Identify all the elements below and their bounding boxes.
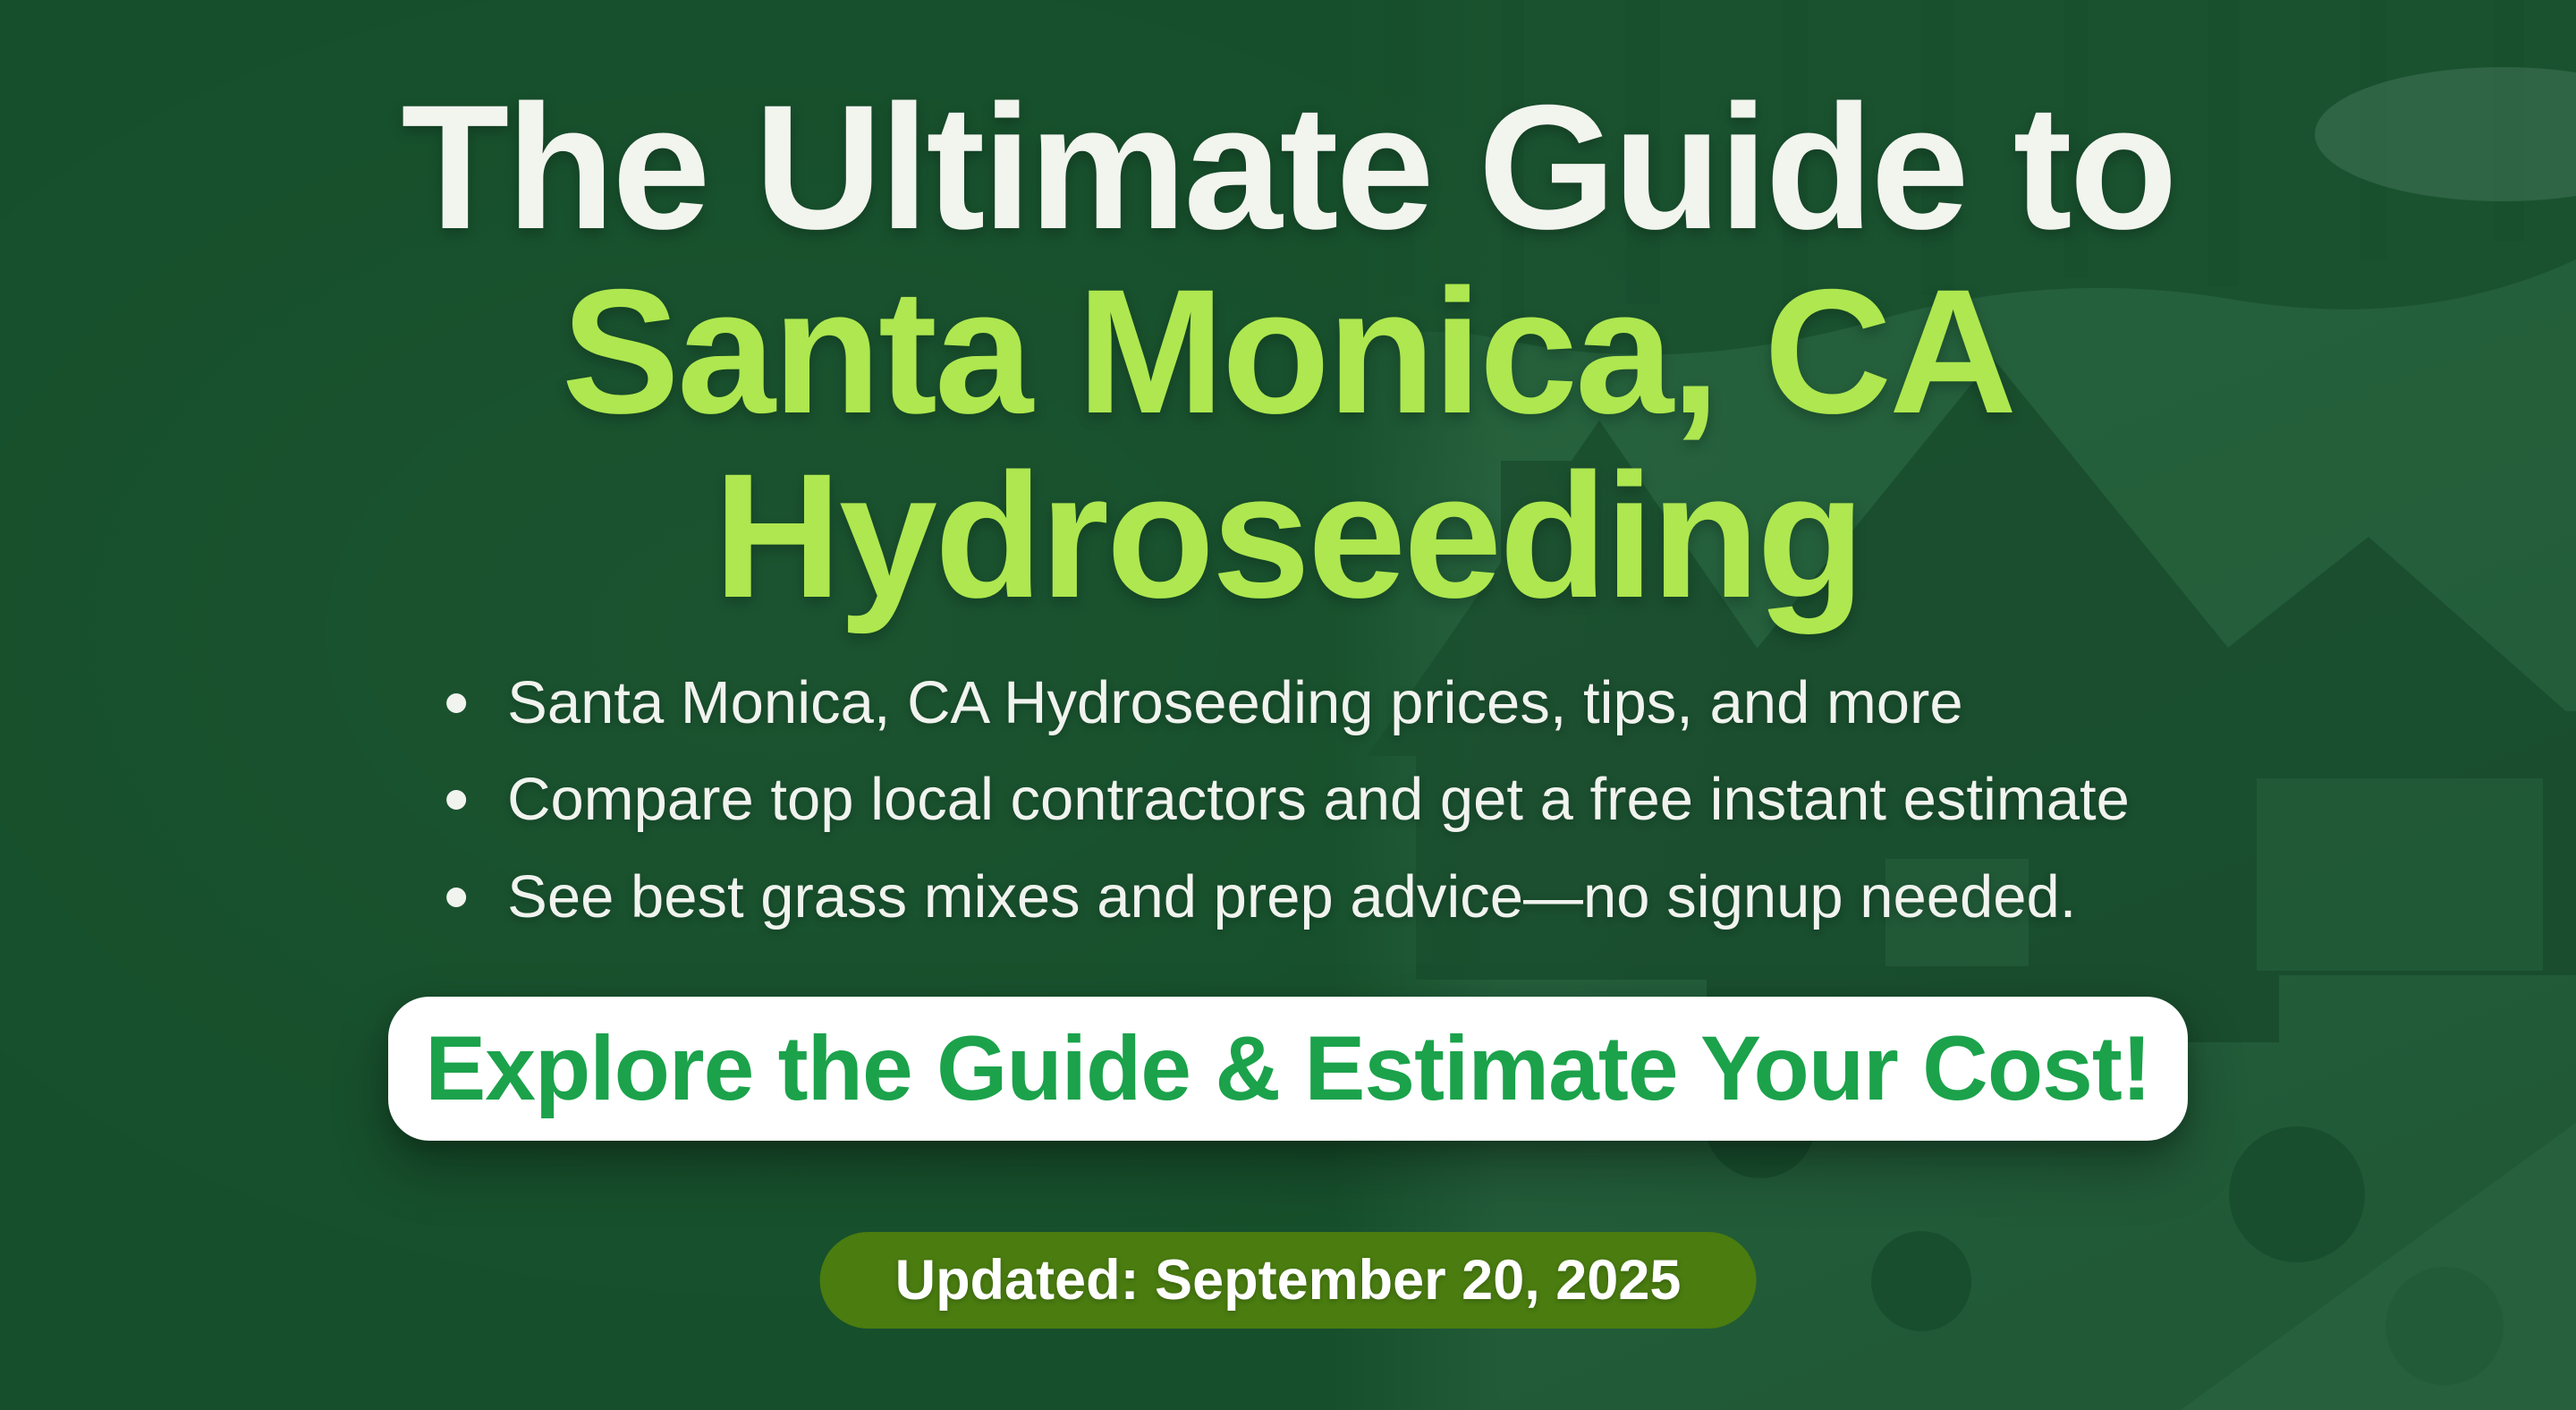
list-item-text: Compare top local contractors and get a … [507,766,2130,834]
list-item: Santa Monica, CA Hydroseeding prices, ti… [446,669,2130,736]
page-title-line-3: Hydroseeding [713,437,1865,634]
explore-guide-cta-button[interactable]: Explore the Guide & Estimate Your Cost! [388,997,2188,1141]
bullet-dot-icon [446,887,467,907]
bullet-dot-icon [446,693,467,714]
house-with-hydroseeded-lawn-photo [1331,0,2576,1410]
list-item: Compare top local contractors and get a … [446,769,2130,830]
list-item: See best grass mixes and prep advice—no … [446,862,2130,930]
updated-date-badge: Updated: September 20, 2025 [819,1232,1757,1329]
page-title-line-1: The Ultimate Guide to [401,68,2177,266]
benefits-list: Santa Monica, CA Hydroseeding prices, ti… [446,669,2130,930]
bullet-dot-icon [446,790,467,811]
page-title-line-2: Santa Monica, CA [561,252,2017,450]
page-title: The Ultimate Guide to Santa Monica, CA H… [0,75,2576,628]
list-item-text: Santa Monica, CA Hydroseeding prices, ti… [507,669,1963,736]
list-item-text: See best grass mixes and prep advice—no … [507,862,2077,930]
